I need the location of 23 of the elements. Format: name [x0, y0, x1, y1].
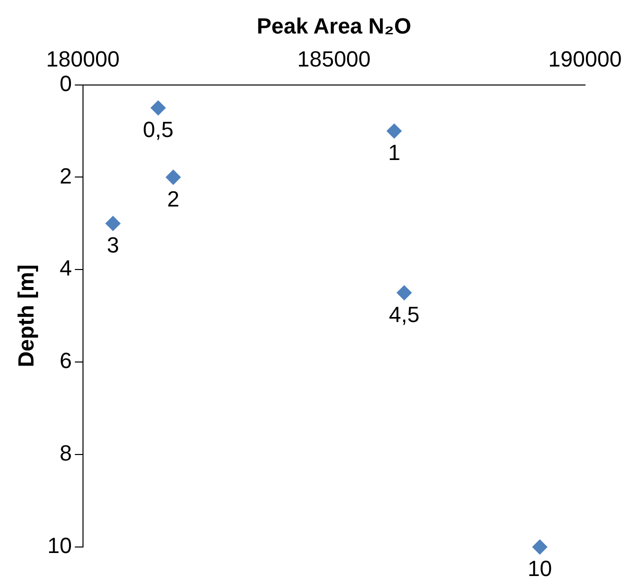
data-label: 2	[167, 186, 180, 212]
y-axis-title: Depth [m]	[13, 264, 38, 368]
x-axis-title: Peak Area N₂O	[256, 13, 412, 38]
y-tick-label: 2	[60, 163, 72, 188]
y-tick-label: 6	[60, 348, 72, 374]
point	[106, 216, 120, 231]
x-tick-label: 190000	[548, 46, 622, 72]
x-tick-label: 180000	[46, 46, 120, 72]
y-tick-label: 4	[60, 256, 72, 281]
data-label: 4,5	[388, 302, 420, 327]
x-tick-label: 185000	[297, 46, 371, 72]
point	[532, 540, 548, 554]
point	[386, 124, 402, 139]
data-label: 10	[528, 556, 552, 582]
data-label: 0,5	[142, 116, 174, 142]
y-tick-label: 0	[60, 70, 72, 96]
point	[166, 170, 181, 185]
y-tick-label: 8	[60, 440, 72, 466]
point	[396, 285, 412, 300]
point	[150, 100, 166, 116]
data-label: 1	[388, 140, 400, 166]
y-tick-label: 10	[47, 533, 72, 558]
data-label: 3	[106, 232, 120, 258]
